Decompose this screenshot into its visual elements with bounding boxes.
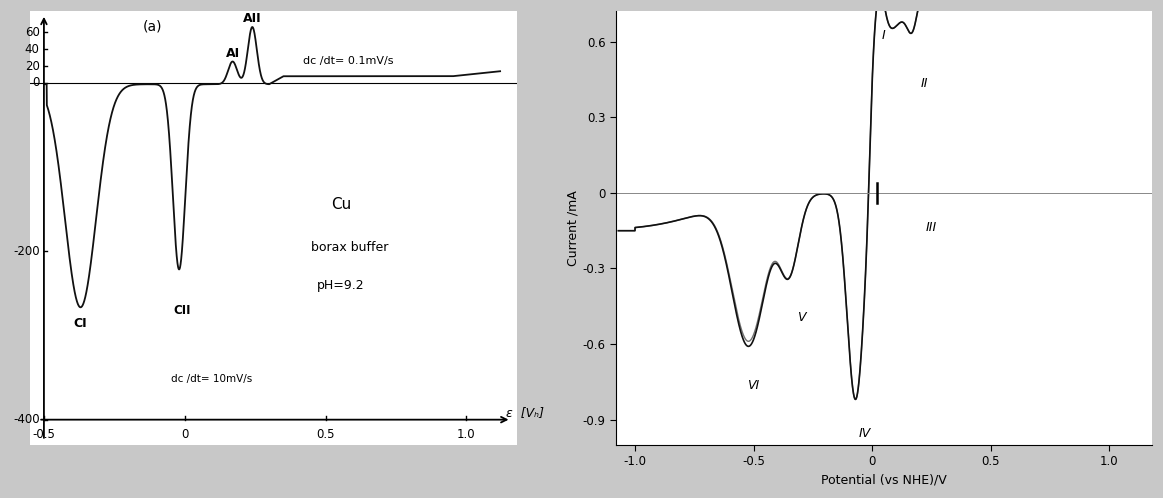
Text: dc /dt= 0.1mV/s: dc /dt= 0.1mV/s (304, 56, 393, 66)
Text: -200: -200 (13, 245, 40, 258)
Text: II: II (920, 77, 928, 90)
Text: (a): (a) (143, 20, 162, 34)
Text: 1.0: 1.0 (457, 428, 476, 441)
Text: V: V (797, 311, 805, 324)
Text: CI: CI (73, 317, 87, 330)
Text: III: III (926, 221, 937, 234)
Text: IV: IV (858, 427, 871, 440)
Text: borax buffer: borax buffer (312, 242, 388, 254)
X-axis label: Potential (vs NHE)/V: Potential (vs NHE)/V (821, 474, 947, 487)
Text: -0.5: -0.5 (33, 428, 56, 441)
Text: 0: 0 (33, 77, 40, 90)
Text: VI: VI (748, 379, 759, 392)
Text: I: I (882, 29, 886, 42)
Text: dc /dt= 10mV/s: dc /dt= 10mV/s (171, 374, 252, 384)
Text: 40: 40 (24, 43, 40, 56)
Text: pH=9.2: pH=9.2 (317, 279, 365, 292)
Text: 0: 0 (181, 428, 188, 441)
Text: AI: AI (226, 47, 240, 60)
Text: 20: 20 (24, 60, 40, 73)
Text: 0.5: 0.5 (316, 428, 335, 441)
Y-axis label: Current /mA: Current /mA (566, 190, 580, 266)
Text: 60: 60 (24, 26, 40, 39)
Text: -400: -400 (13, 413, 40, 426)
Text: Cu: Cu (331, 197, 351, 212)
Text: CII: CII (173, 304, 191, 317)
Text: ε  [Vₕ]: ε [Vₕ] (506, 406, 544, 419)
Text: AII: AII (243, 12, 262, 25)
